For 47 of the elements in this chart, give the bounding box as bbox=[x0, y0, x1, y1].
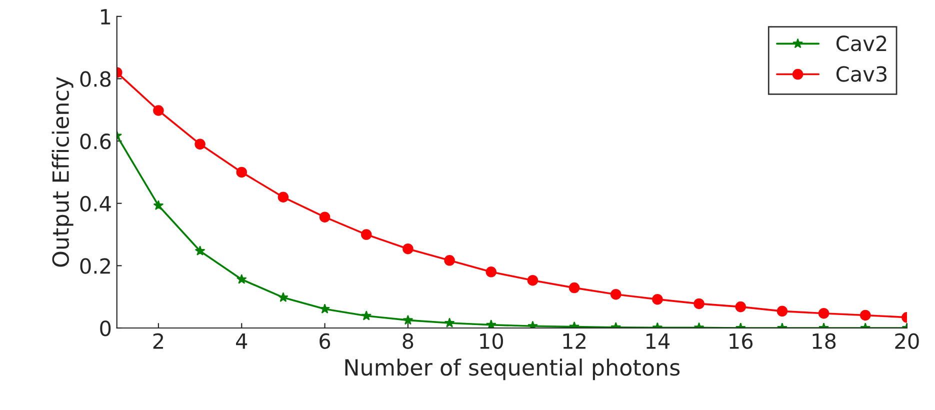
point bbox=[652, 294, 663, 305]
point bbox=[402, 243, 414, 254]
x-tick-label: 4 bbox=[236, 334, 248, 349]
x-tick-label: 8 bbox=[402, 333, 414, 349]
point bbox=[278, 192, 289, 203]
point bbox=[194, 246, 206, 256]
point bbox=[153, 105, 164, 116]
x-tick-label: 10 bbox=[480, 333, 503, 349]
legend-label: Cav2 bbox=[836, 36, 886, 52]
x-axis-title: Number of sequential photons bbox=[345, 358, 680, 380]
y-axis-title: Output Efficiency bbox=[52, 77, 74, 267]
point bbox=[818, 308, 830, 319]
point bbox=[278, 292, 288, 302]
x-tick-label: 6 bbox=[320, 333, 330, 349]
x-tick-label: 18 bbox=[812, 333, 836, 349]
y-tick-label: 0 bbox=[100, 320, 111, 336]
point bbox=[694, 298, 704, 310]
point bbox=[486, 320, 496, 328]
x-tick-label: 14 bbox=[646, 334, 670, 349]
x-tick-label: 2 bbox=[153, 333, 163, 349]
y-tick-label: 0.4 bbox=[80, 196, 111, 212]
y-tick-label: 0.2 bbox=[80, 258, 110, 274]
point bbox=[735, 301, 746, 312]
point bbox=[444, 318, 455, 328]
point bbox=[568, 282, 580, 294]
point bbox=[319, 212, 330, 222]
point bbox=[236, 274, 247, 284]
point bbox=[360, 229, 372, 240]
point bbox=[153, 200, 164, 210]
point bbox=[527, 274, 538, 286]
point bbox=[860, 310, 871, 321]
point bbox=[610, 288, 622, 300]
point bbox=[402, 314, 414, 325]
point bbox=[361, 310, 372, 320]
point bbox=[776, 306, 788, 317]
legend-label: Cav3 bbox=[836, 66, 887, 82]
point bbox=[236, 166, 248, 178]
y-tick-label: 1 bbox=[101, 9, 110, 24]
x-tick-label: 16 bbox=[730, 333, 753, 349]
point bbox=[194, 138, 206, 150]
x-tick-label: 20 bbox=[895, 333, 919, 349]
point bbox=[486, 266, 496, 278]
x-tick-label: 12 bbox=[563, 333, 586, 349]
point bbox=[444, 255, 455, 266]
point bbox=[320, 304, 330, 314]
y-tick-label: 0.8 bbox=[80, 71, 111, 87]
y-tick-label: 0.6 bbox=[80, 133, 111, 150]
